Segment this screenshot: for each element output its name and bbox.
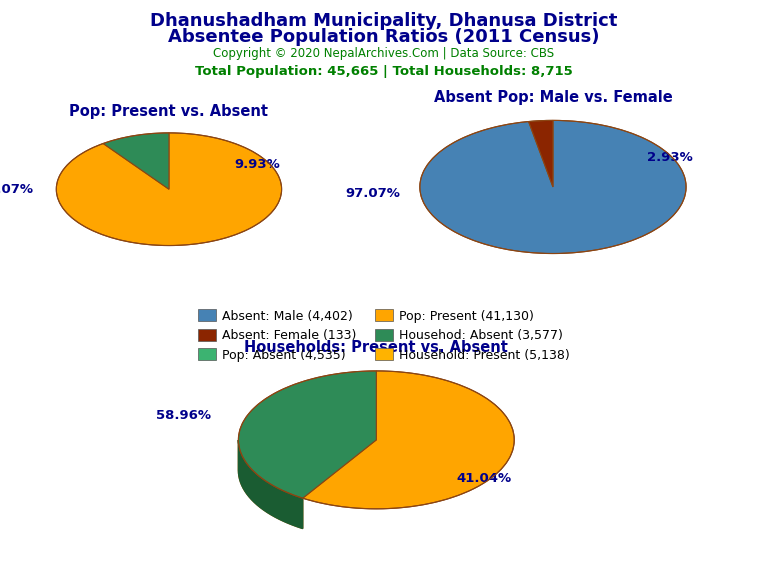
Title: Households: Present vs. Absent: Households: Present vs. Absent bbox=[244, 340, 508, 355]
Polygon shape bbox=[238, 371, 376, 498]
Polygon shape bbox=[56, 133, 282, 245]
Polygon shape bbox=[303, 371, 515, 509]
Text: Dhanushadham Municipality, Dhanusa District: Dhanushadham Municipality, Dhanusa Distr… bbox=[151, 12, 617, 29]
Legend: Absent: Male (4,402), Absent: Female (133), Pop: Absent (4,535), Pop: Present (4: Absent: Male (4,402), Absent: Female (13… bbox=[198, 309, 570, 362]
Polygon shape bbox=[103, 133, 169, 189]
Text: 2.93%: 2.93% bbox=[647, 151, 693, 164]
Text: 41.04%: 41.04% bbox=[456, 472, 511, 485]
Text: Copyright © 2020 NepalArchives.Com | Data Source: CBS: Copyright © 2020 NepalArchives.Com | Dat… bbox=[214, 47, 554, 60]
Title: Pop: Present vs. Absent: Pop: Present vs. Absent bbox=[69, 104, 269, 119]
Title: Absent Pop: Male vs. Female: Absent Pop: Male vs. Female bbox=[434, 89, 672, 104]
Polygon shape bbox=[528, 120, 553, 187]
Polygon shape bbox=[238, 440, 303, 529]
Text: 97.07%: 97.07% bbox=[346, 187, 401, 200]
Polygon shape bbox=[420, 120, 686, 253]
Text: 90.07%: 90.07% bbox=[0, 183, 33, 196]
Text: 9.93%: 9.93% bbox=[234, 158, 280, 171]
Text: 58.96%: 58.96% bbox=[156, 408, 210, 422]
Text: Absentee Population Ratios (2011 Census): Absentee Population Ratios (2011 Census) bbox=[168, 28, 600, 46]
Polygon shape bbox=[238, 440, 303, 529]
Text: Total Population: 45,665 | Total Households: 8,715: Total Population: 45,665 | Total Househo… bbox=[195, 65, 573, 78]
